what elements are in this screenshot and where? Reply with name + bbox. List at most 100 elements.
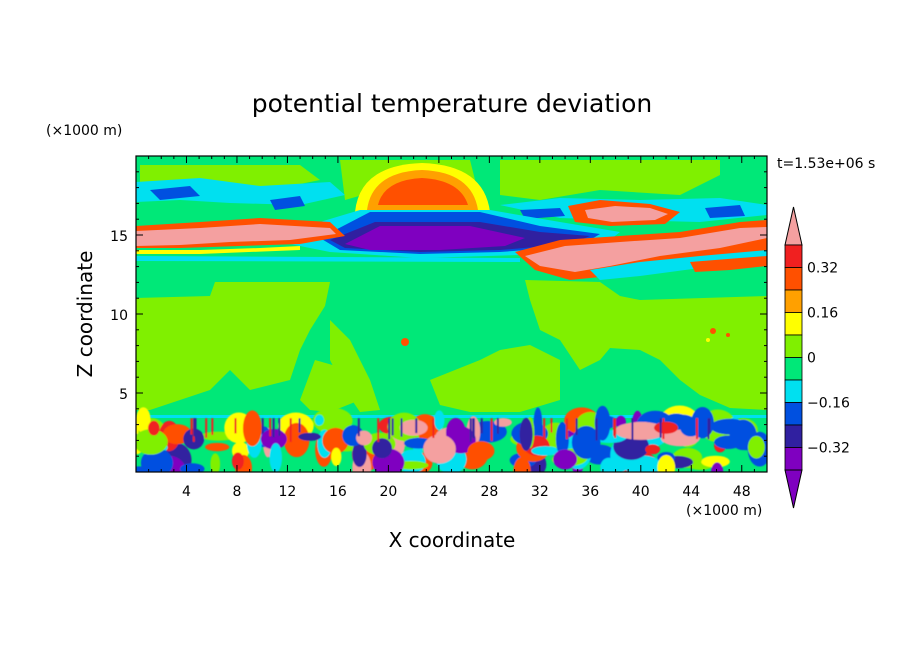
turbulence-cell	[298, 432, 322, 441]
x-axis-label: X coordinate	[389, 528, 516, 552]
colorbar-tick-label: 0	[807, 351, 816, 367]
x-tick-label: 40	[632, 484, 650, 500]
turbulence-cell	[423, 434, 456, 464]
turbulence-cell	[467, 441, 495, 461]
x-tick-label: 12	[279, 484, 297, 500]
turbulence-streak	[415, 418, 418, 434]
turbulence-streak	[400, 418, 403, 437]
turbulence-streak	[707, 418, 710, 440]
turbulence-streak	[695, 418, 698, 440]
colorbar-tick-label: 0.32	[807, 261, 838, 277]
turbulence-cell-major	[553, 449, 578, 470]
y-axis: 5 10 15	[110, 171, 767, 457]
colorbar-segment	[784, 447, 803, 471]
boundary-layer-cells	[136, 405, 767, 472]
turbulence-cell	[555, 422, 569, 457]
x-tick-label: 36	[581, 484, 599, 500]
turbulence-streak	[278, 418, 281, 436]
midlevel-green-left-spike	[330, 320, 380, 412]
y-unit-label: (×1000 m)	[46, 123, 122, 139]
y-axis-label: Z coordinate	[73, 251, 97, 378]
x-tick-label: 4	[182, 484, 191, 500]
turbulence-streak	[205, 418, 208, 438]
turbulence-cell-major	[614, 421, 667, 440]
colorbar-tick-label: 0.16	[807, 306, 838, 322]
turbulence-streak	[261, 418, 264, 434]
turbulence-cell	[352, 441, 367, 467]
turbulence-streak	[550, 418, 553, 433]
turbulence-streak	[565, 418, 568, 440]
x-tick-label: 32	[531, 484, 549, 500]
turbulence-streak	[662, 418, 665, 439]
colorbar-max-triangle	[784, 206, 803, 246]
x-tick-label: 48	[733, 484, 751, 500]
colorbar-segment	[784, 402, 803, 426]
turbulence-streak	[190, 418, 193, 435]
turbulence-cell-major	[399, 419, 428, 436]
upper-green-patch	[500, 160, 720, 200]
turbulence-streak	[575, 418, 578, 436]
warm-band-east-core	[525, 227, 767, 272]
turbulence-streak	[496, 418, 499, 434]
turbulence-cell	[356, 430, 372, 446]
turbulence-streak	[659, 418, 662, 438]
turbulence-cell	[331, 447, 342, 467]
y-tick-label: 10	[110, 308, 128, 324]
turbulence-cell	[680, 418, 702, 437]
upper-blue-blob	[520, 208, 565, 219]
colorbar-tick-label: −0.16	[807, 396, 850, 412]
turbulence-streak	[388, 418, 391, 440]
turbulence-cell	[136, 407, 151, 434]
colorbar-segment	[784, 379, 803, 403]
warm-dome-red	[378, 178, 468, 205]
turbulence-streak	[469, 418, 472, 442]
colorbar-segment	[784, 357, 803, 381]
warm-dot	[710, 328, 716, 334]
turbulence-cell	[519, 417, 533, 451]
colorbar-segment	[784, 267, 803, 291]
turbulence-cell-major	[654, 421, 679, 434]
turbulence-streak	[391, 418, 394, 436]
turbulence-cell	[322, 427, 349, 454]
turbulence-streak	[269, 418, 272, 437]
colorbar-segment	[784, 312, 803, 336]
warm-layer-east-core	[585, 206, 668, 222]
colorbar-segment	[784, 244, 803, 268]
time-label: t=1.53e+06 s	[777, 156, 875, 172]
turbulence-cell	[205, 442, 230, 452]
contour-field	[136, 156, 767, 472]
colorbar-segment	[784, 334, 803, 358]
turbulence-cell	[180, 463, 205, 472]
chart-title: potential temperature deviation	[252, 89, 652, 118]
turbulence-cell	[513, 457, 531, 472]
turbulence-cell	[594, 405, 611, 441]
x-unit-label: (×1000 m)	[686, 503, 762, 519]
warm-layer-west-core	[136, 224, 336, 246]
turbulence-cell	[210, 453, 221, 472]
x-tick-label: 16	[329, 484, 347, 500]
turbulence-cell-major	[372, 438, 393, 459]
upper-blue-blob	[150, 186, 200, 200]
turbulence-streak	[298, 418, 301, 433]
turbulence-streak	[357, 418, 360, 437]
warm-dot	[401, 338, 409, 346]
turbulence-streak	[708, 418, 711, 433]
turbulence-cell	[714, 435, 743, 450]
cold-band-purple	[345, 226, 525, 250]
turbulence-cell	[710, 462, 724, 472]
turbulence-streak	[614, 418, 617, 438]
turbulence-cell	[701, 455, 730, 468]
turbulence-cell	[269, 443, 283, 472]
warm-dot	[706, 338, 710, 342]
cyan-line	[136, 256, 520, 262]
turbulence-cell	[434, 410, 445, 430]
upper-blue-blob	[270, 196, 305, 210]
turbulence-streak	[432, 418, 435, 438]
turbulence-streak	[490, 418, 493, 441]
turbulence-streak	[472, 418, 475, 438]
colorbar: 0.32 0.16 0 −0.16 −0.32	[784, 206, 850, 509]
midlevel-green-west	[136, 282, 330, 410]
turbulence-streak	[543, 418, 546, 440]
turbulence-streak	[211, 418, 214, 436]
